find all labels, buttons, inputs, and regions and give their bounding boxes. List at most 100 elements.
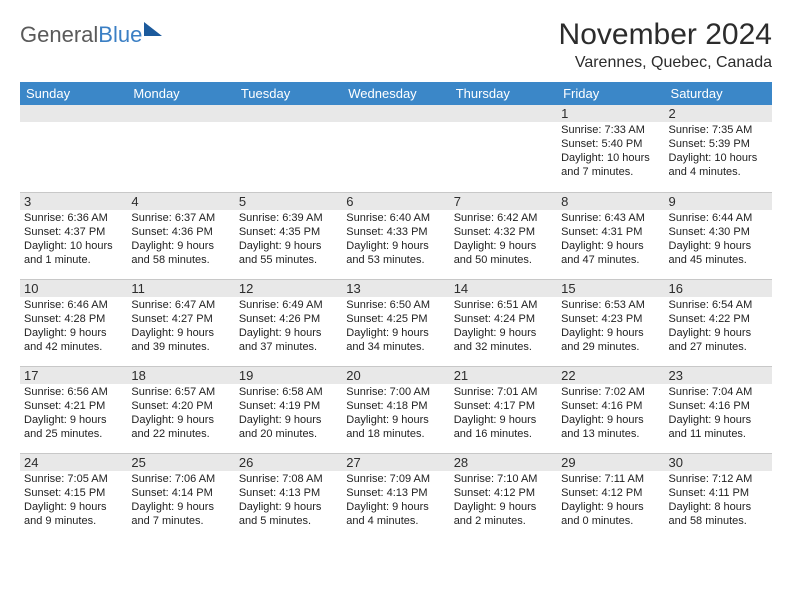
sunrise-text: Sunrise: 7:09 AM: [346, 472, 445, 486]
day-cell: 7Sunrise: 6:42 AMSunset: 4:32 PMDaylight…: [450, 192, 557, 279]
weekday-wednesday: Wednesday: [342, 82, 449, 105]
sunset-text: Sunset: 5:40 PM: [561, 137, 660, 151]
day-number: 14: [450, 279, 557, 297]
day-number: 28: [450, 453, 557, 471]
sunrise-text: Sunrise: 6:37 AM: [131, 211, 230, 225]
day-cell: 16Sunrise: 6:54 AMSunset: 4:22 PMDayligh…: [665, 279, 772, 366]
daylight-text: Daylight: 9 hours and 27 minutes.: [669, 326, 768, 354]
day-cell: 22Sunrise: 7:02 AMSunset: 4:16 PMDayligh…: [557, 366, 664, 453]
day-cell: 18Sunrise: 6:57 AMSunset: 4:20 PMDayligh…: [127, 366, 234, 453]
sunset-text: Sunset: 4:19 PM: [239, 399, 338, 413]
sunrise-text: Sunrise: 7:33 AM: [561, 123, 660, 137]
calendar-table: SundayMondayTuesdayWednesdayThursdayFrid…: [20, 82, 772, 540]
location: Varennes, Quebec, Canada: [559, 54, 772, 72]
daylight-text: Daylight: 8 hours and 58 minutes.: [669, 500, 768, 528]
daylight-text: Daylight: 9 hours and 2 minutes.: [454, 500, 553, 528]
sunset-text: Sunset: 4:13 PM: [346, 486, 445, 500]
day-number: 9: [665, 192, 772, 210]
sunset-text: Sunset: 4:14 PM: [131, 486, 230, 500]
weekday-row: SundayMondayTuesdayWednesdayThursdayFrid…: [20, 82, 772, 105]
day-cell: 15Sunrise: 6:53 AMSunset: 4:23 PMDayligh…: [557, 279, 664, 366]
sunset-text: Sunset: 4:28 PM: [24, 312, 123, 326]
day-number: 26: [235, 453, 342, 471]
day-cell: [127, 105, 234, 192]
sunrise-text: Sunrise: 6:54 AM: [669, 298, 768, 312]
sunrise-text: Sunrise: 7:01 AM: [454, 385, 553, 399]
daylight-text: Daylight: 9 hours and 37 minutes.: [239, 326, 338, 354]
week-row: 10Sunrise: 6:46 AMSunset: 4:28 PMDayligh…: [20, 279, 772, 366]
sunset-text: Sunset: 4:16 PM: [561, 399, 660, 413]
sunrise-text: Sunrise: 7:04 AM: [669, 385, 768, 399]
sunrise-text: Sunrise: 6:43 AM: [561, 211, 660, 225]
daylight-text: Daylight: 9 hours and 55 minutes.: [239, 239, 338, 267]
day-cell: 4Sunrise: 6:37 AMSunset: 4:36 PMDaylight…: [127, 192, 234, 279]
daylight-text: Daylight: 9 hours and 42 minutes.: [24, 326, 123, 354]
sunset-text: Sunset: 4:37 PM: [24, 225, 123, 239]
daylight-text: Daylight: 9 hours and 11 minutes.: [669, 413, 768, 441]
daylight-text: Daylight: 9 hours and 58 minutes.: [131, 239, 230, 267]
sunrise-text: Sunrise: 6:39 AM: [239, 211, 338, 225]
day-number: 24: [20, 453, 127, 471]
daylight-text: Daylight: 10 hours and 4 minutes.: [669, 151, 768, 179]
day-number: 21: [450, 366, 557, 384]
sunset-text: Sunset: 4:21 PM: [24, 399, 123, 413]
daylight-text: Daylight: 9 hours and 7 minutes.: [131, 500, 230, 528]
weekday-saturday: Saturday: [665, 82, 772, 105]
sunset-text: Sunset: 4:16 PM: [669, 399, 768, 413]
sunrise-text: Sunrise: 6:49 AM: [239, 298, 338, 312]
sunset-text: Sunset: 4:35 PM: [239, 225, 338, 239]
day-number: [20, 105, 127, 122]
daylight-text: Daylight: 9 hours and 50 minutes.: [454, 239, 553, 267]
sunrise-text: Sunrise: 7:00 AM: [346, 385, 445, 399]
day-cell: 10Sunrise: 6:46 AMSunset: 4:28 PMDayligh…: [20, 279, 127, 366]
sunset-text: Sunset: 4:33 PM: [346, 225, 445, 239]
brand-part2: Blue: [98, 22, 142, 47]
daylight-text: Daylight: 9 hours and 4 minutes.: [346, 500, 445, 528]
weekday-monday: Monday: [127, 82, 234, 105]
day-number: 16: [665, 279, 772, 297]
daylight-text: Daylight: 9 hours and 53 minutes.: [346, 239, 445, 267]
day-cell: 26Sunrise: 7:08 AMSunset: 4:13 PMDayligh…: [235, 453, 342, 540]
day-number: [450, 105, 557, 122]
sunrise-text: Sunrise: 6:47 AM: [131, 298, 230, 312]
day-number: 19: [235, 366, 342, 384]
day-cell: 23Sunrise: 7:04 AMSunset: 4:16 PMDayligh…: [665, 366, 772, 453]
day-cell: 19Sunrise: 6:58 AMSunset: 4:19 PMDayligh…: [235, 366, 342, 453]
daylight-text: Daylight: 9 hours and 29 minutes.: [561, 326, 660, 354]
sunset-text: Sunset: 4:18 PM: [346, 399, 445, 413]
sunrise-text: Sunrise: 7:02 AM: [561, 385, 660, 399]
day-number: 6: [342, 192, 449, 210]
day-cell: 14Sunrise: 6:51 AMSunset: 4:24 PMDayligh…: [450, 279, 557, 366]
daylight-text: Daylight: 10 hours and 1 minute.: [24, 239, 123, 267]
sunrise-text: Sunrise: 7:11 AM: [561, 472, 660, 486]
day-cell: 5Sunrise: 6:39 AMSunset: 4:35 PMDaylight…: [235, 192, 342, 279]
month-title: November 2024: [559, 18, 772, 52]
sunset-text: Sunset: 4:11 PM: [669, 486, 768, 500]
sunrise-text: Sunrise: 7:05 AM: [24, 472, 123, 486]
daylight-text: Daylight: 9 hours and 34 minutes.: [346, 326, 445, 354]
sunset-text: Sunset: 4:15 PM: [24, 486, 123, 500]
day-cell: [20, 105, 127, 192]
daylight-text: Daylight: 10 hours and 7 minutes.: [561, 151, 660, 179]
week-row: 3Sunrise: 6:36 AMSunset: 4:37 PMDaylight…: [20, 192, 772, 279]
day-cell: 13Sunrise: 6:50 AMSunset: 4:25 PMDayligh…: [342, 279, 449, 366]
day-number: 2: [665, 105, 772, 122]
daylight-text: Daylight: 9 hours and 5 minutes.: [239, 500, 338, 528]
day-cell: [235, 105, 342, 192]
daylight-text: Daylight: 9 hours and 9 minutes.: [24, 500, 123, 528]
daylight-text: Daylight: 9 hours and 20 minutes.: [239, 413, 338, 441]
week-row: 17Sunrise: 6:56 AMSunset: 4:21 PMDayligh…: [20, 366, 772, 453]
day-cell: [450, 105, 557, 192]
daylight-text: Daylight: 9 hours and 39 minutes.: [131, 326, 230, 354]
week-row: 1Sunrise: 7:33 AMSunset: 5:40 PMDaylight…: [20, 105, 772, 192]
sunset-text: Sunset: 4:26 PM: [239, 312, 338, 326]
day-cell: 25Sunrise: 7:06 AMSunset: 4:14 PMDayligh…: [127, 453, 234, 540]
sunset-text: Sunset: 4:25 PM: [346, 312, 445, 326]
sunset-text: Sunset: 4:12 PM: [454, 486, 553, 500]
sunset-text: Sunset: 4:22 PM: [669, 312, 768, 326]
day-number: 8: [557, 192, 664, 210]
daylight-text: Daylight: 9 hours and 25 minutes.: [24, 413, 123, 441]
sunrise-text: Sunrise: 7:06 AM: [131, 472, 230, 486]
sunrise-text: Sunrise: 7:12 AM: [669, 472, 768, 486]
day-number: 30: [665, 453, 772, 471]
